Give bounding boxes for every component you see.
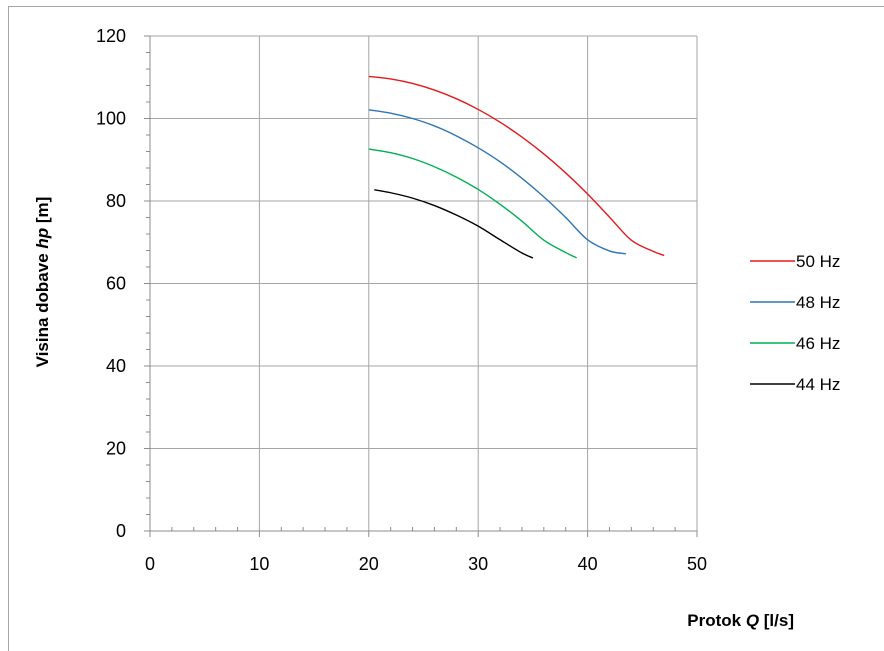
axes [149,36,697,532]
legend-label-48-hz: 48 Hz [796,293,840,312]
x-tick-label: 40 [578,554,598,574]
x-axis-title: Protok Q [l/s] [687,611,794,630]
series-line-50-hz [368,75,665,257]
y-tick-label: 40 [106,356,126,376]
y-tick-labels: 0 20 40 60 80 100 120 [96,26,126,541]
y-tick-label: 60 [106,274,126,294]
y-tick-label: 20 [106,439,126,459]
x-tick-label: 10 [249,554,269,574]
legend-label-44-hz: 44 Hz [796,375,840,394]
legend-label-46-hz: 46 Hz [796,334,840,353]
series-lines [368,75,665,259]
y-tick-label: 80 [106,191,126,211]
y-tick-label: 0 [116,521,126,541]
series-line-44-hz [374,189,534,259]
y-tick-label: 120 [96,26,126,46]
axis-ticks [144,35,698,537]
x-tick-label: 50 [687,554,707,574]
x-tick-labels: 0 10 20 30 40 50 [145,554,707,574]
y-axis-title: Visina dobave hp [m] [33,197,52,368]
series-line-46-hz [368,148,577,259]
x-tick-label: 20 [359,554,379,574]
gridlines [150,35,698,531]
series-line-48-hz [368,109,627,255]
x-tick-label: 30 [468,554,488,574]
x-tick-label: 0 [145,554,155,574]
y-tick-label: 100 [96,109,126,129]
legend: 50 Hz 48 Hz 46 Hz 44 Hz [750,252,840,394]
legend-label-50-hz: 50 Hz [796,252,840,271]
chart-frame [8,6,884,651]
